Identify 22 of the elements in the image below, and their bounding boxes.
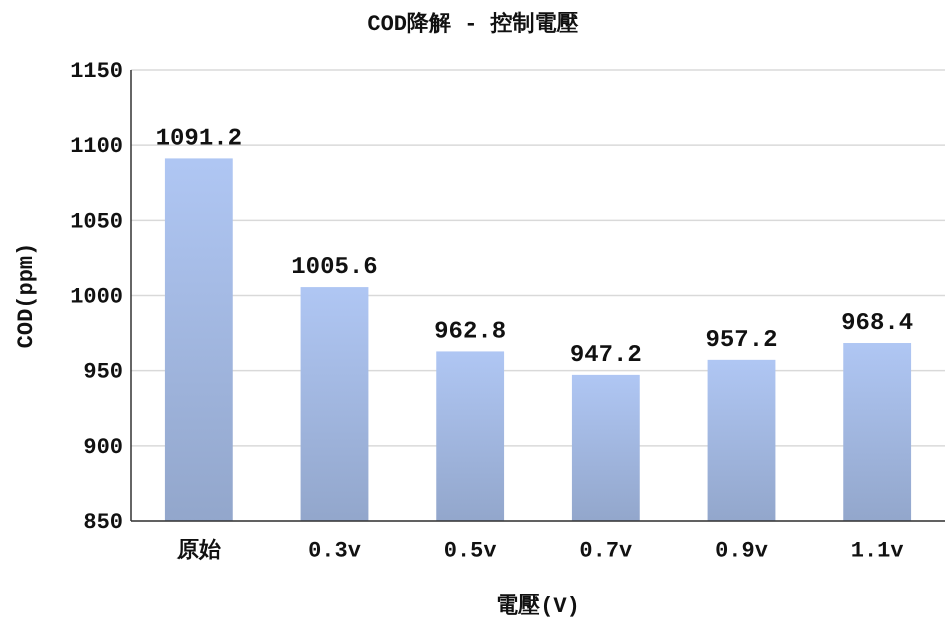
x-axis-title: 電壓(V) xyxy=(496,593,580,617)
y-tick-label: 1100 xyxy=(70,134,123,160)
x-tick-label: 原始 xyxy=(176,538,221,564)
y-tick-label: 1150 xyxy=(70,59,123,84)
data-label: 1005.6 xyxy=(291,254,378,282)
data-label: 957.2 xyxy=(705,326,778,354)
y-tick-label: 1050 xyxy=(70,209,123,234)
y-axis-title: COD(ppm) xyxy=(14,242,39,348)
x-tick-label: 0.5v xyxy=(444,538,497,564)
data-label: 947.2 xyxy=(570,342,642,369)
x-tick-label: 0.9v xyxy=(715,538,768,564)
chart-title: COD降解 - 控制電壓 xyxy=(367,11,580,37)
x-tick-label: 0.3v xyxy=(308,538,361,564)
y-tick-label: 1000 xyxy=(70,284,123,310)
data-label: 968.4 xyxy=(841,310,914,338)
x-tick-label: 0.7v xyxy=(579,538,632,564)
y-tick-label: 900 xyxy=(83,434,123,460)
data-label: 962.8 xyxy=(434,318,506,346)
x-tick-label: 1.1v xyxy=(850,538,904,564)
y-tick-label: 950 xyxy=(83,360,123,385)
data-label: 1091.2 xyxy=(156,125,242,152)
y-tick-label: 850 xyxy=(83,510,123,536)
